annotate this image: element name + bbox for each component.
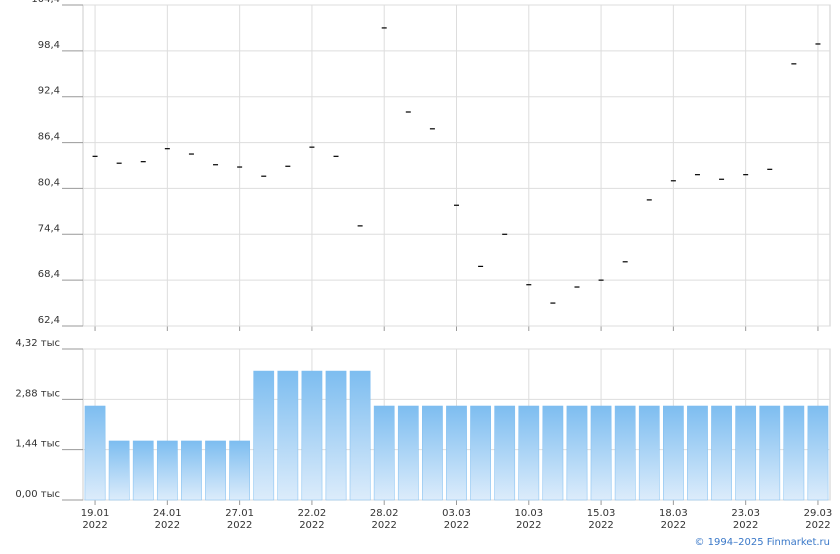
- volume-bar: [132, 440, 154, 501]
- y-tick-label: 74,4: [38, 223, 60, 234]
- x-tick-label: 28.02: [370, 508, 399, 519]
- volume-bar: [759, 405, 781, 501]
- x-tick-year: 2022: [516, 520, 541, 531]
- x-tick-label: 03.03: [442, 508, 471, 519]
- y-tick-label: 62,4: [38, 315, 60, 326]
- volume-bar: [518, 405, 540, 501]
- y-tick-label: 104,4: [31, 0, 60, 5]
- x-tick-year: 2022: [805, 520, 830, 531]
- volume-bar: [229, 440, 250, 501]
- x-tick-label: 19.01: [81, 508, 110, 519]
- footer: © 1994–2025 Finmarket.ru: [694, 537, 830, 548]
- y-tick-label: 68,4: [38, 269, 60, 280]
- x-tick-year: 2022: [371, 520, 396, 531]
- x-tick-label: 24.01: [153, 508, 182, 519]
- volume-bar: [301, 370, 323, 501]
- y-tick-label: 0,00 тыс: [15, 489, 60, 500]
- x-tick-label: 18.03: [659, 508, 688, 519]
- x-tick-year: 2022: [227, 520, 252, 531]
- volume-bar: [807, 405, 829, 501]
- x-tick-label: 10.03: [514, 508, 543, 519]
- y-tick-label: 4,32 тыс: [15, 338, 60, 349]
- x-tick-year: 2022: [444, 520, 469, 531]
- volume-bar: [638, 405, 660, 501]
- volume-bar: [542, 405, 564, 501]
- y-tick-label: 2,88 тыс: [15, 388, 60, 399]
- volume-bar: [470, 405, 491, 501]
- x-tick-label: 27.01: [225, 508, 254, 519]
- y-tick-label: 80,4: [38, 177, 60, 188]
- x-tick-year: 2022: [588, 520, 613, 531]
- volume-bar: [735, 405, 757, 501]
- volume-bar: [325, 370, 347, 501]
- x-tick-label: 29.03: [804, 508, 833, 519]
- volume-bar: [422, 405, 443, 501]
- volume-bar: [494, 405, 516, 501]
- y-tick-label: 98,4: [38, 40, 60, 51]
- volume-bar: [373, 405, 395, 501]
- volume-bar: [566, 405, 588, 501]
- volume-bar: [156, 440, 178, 501]
- y-tick-label: 1,44 тыс: [15, 439, 60, 450]
- x-tick-label: 22.02: [298, 508, 327, 519]
- y-tick-label: 86,4: [38, 132, 60, 143]
- volume-bar: [349, 370, 371, 501]
- volume-bar: [84, 405, 106, 501]
- volume-bar: [711, 405, 732, 501]
- x-tick-year: 2022: [82, 520, 107, 531]
- x-tick-year: 2022: [733, 520, 758, 531]
- volume-bar: [663, 405, 684, 501]
- volume-bar: [590, 405, 612, 501]
- volume-bar: [181, 440, 202, 501]
- x-tick-label: 23.03: [731, 508, 760, 519]
- volume-bar: [108, 440, 130, 501]
- volume-bar: [687, 405, 708, 501]
- x-tick-year: 2022: [155, 520, 180, 531]
- x-tick-year: 2022: [299, 520, 324, 531]
- volume-bar: [614, 405, 636, 501]
- volume-bar: [205, 440, 226, 501]
- volume-bar: [253, 370, 275, 501]
- volume-bar: [277, 370, 299, 501]
- volume-bar: [446, 405, 467, 501]
- volume-bar: [397, 405, 419, 501]
- volume-bar: [783, 405, 805, 501]
- x-tick-year: 2022: [661, 520, 686, 531]
- y-tick-label: 92,4: [38, 86, 60, 97]
- x-tick-label: 15.03: [587, 508, 616, 519]
